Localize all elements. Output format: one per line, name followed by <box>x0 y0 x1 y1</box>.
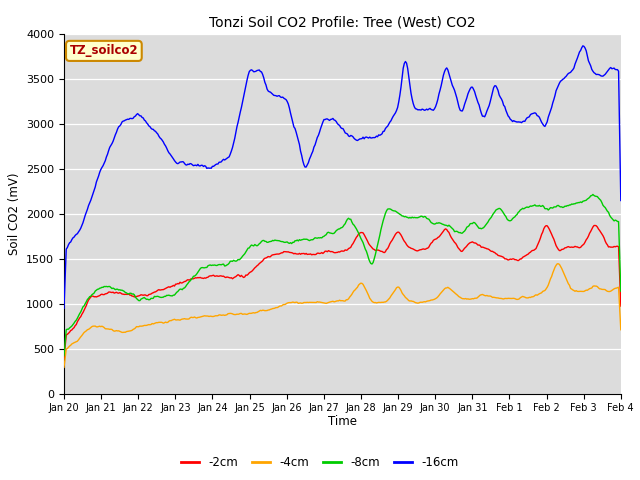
Text: TZ_soilco2: TZ_soilco2 <box>70 44 138 58</box>
X-axis label: Time: Time <box>328 415 357 428</box>
Title: Tonzi Soil CO2 Profile: Tree (West) CO2: Tonzi Soil CO2 Profile: Tree (West) CO2 <box>209 16 476 30</box>
Y-axis label: Soil CO2 (mV): Soil CO2 (mV) <box>8 172 20 255</box>
Legend: -2cm, -4cm, -8cm, -16cm: -2cm, -4cm, -8cm, -16cm <box>177 452 463 474</box>
